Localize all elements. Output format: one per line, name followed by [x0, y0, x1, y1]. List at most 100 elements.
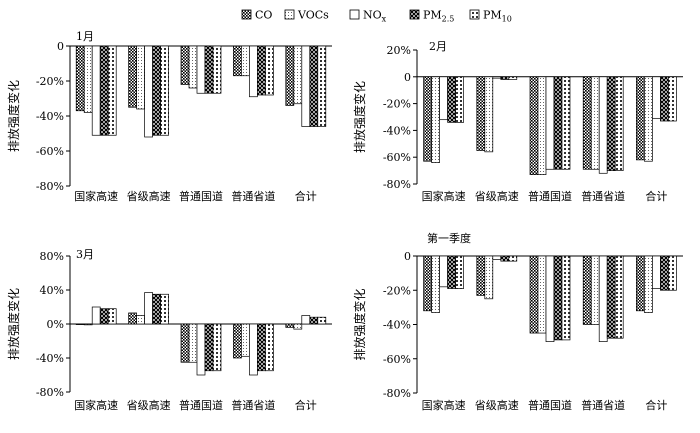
category-label: 普通国道	[528, 189, 572, 203]
category-label: 合计	[295, 189, 317, 203]
bar	[582, 255, 592, 325]
bar	[144, 292, 153, 325]
y-tick-label: -80%	[383, 387, 411, 400]
category-label: 普通省道	[581, 189, 625, 203]
bar	[439, 255, 448, 288]
bar	[529, 76, 539, 175]
bar	[529, 255, 539, 334]
bar	[212, 45, 222, 94]
y-axis-label: 排放强度变化	[352, 288, 367, 360]
bar	[590, 76, 600, 170]
bar	[431, 76, 440, 163]
bar	[660, 76, 669, 122]
bar	[285, 323, 295, 328]
bar	[508, 255, 518, 262]
bar	[99, 308, 109, 325]
bar	[500, 76, 510, 80]
legend-item: VOCs	[284, 9, 329, 22]
bar	[301, 315, 311, 325]
bar	[455, 76, 464, 123]
y-tick-label: -40%	[383, 319, 411, 332]
bar	[537, 76, 547, 175]
legend-swatch	[284, 9, 295, 20]
y-tick-label: 0%	[47, 318, 64, 331]
bar	[423, 76, 432, 162]
legend-swatch	[409, 9, 420, 20]
y-tick-label: -80%	[36, 386, 64, 399]
bar	[75, 45, 85, 112]
bar	[561, 255, 571, 341]
bar	[476, 76, 486, 151]
bar	[180, 45, 190, 85]
panel-title: 3月	[76, 248, 94, 261]
category-label: 普通省道	[581, 398, 625, 412]
bar	[484, 255, 494, 300]
y-tick-label: -80%	[36, 180, 64, 193]
category-label: 合计	[645, 398, 667, 412]
bar	[492, 76, 502, 79]
legend-label: NOx	[363, 9, 387, 24]
bar	[265, 323, 274, 372]
bar	[652, 255, 661, 289]
bar	[317, 45, 327, 127]
bar	[423, 255, 432, 312]
bar	[439, 76, 448, 121]
bar	[128, 45, 137, 108]
bar	[492, 255, 502, 260]
bar	[128, 312, 137, 325]
bar	[75, 323, 85, 325]
y-tick-label: 40%	[40, 284, 64, 297]
category-label: 普通国道	[528, 398, 572, 412]
bar	[293, 45, 303, 105]
legend-item: PM10	[469, 9, 512, 24]
legend-swatch	[349, 9, 360, 20]
bar	[204, 45, 214, 94]
category-label: 国家高速	[74, 398, 118, 412]
panel-title: 1月	[76, 30, 94, 43]
bar	[500, 255, 510, 262]
y-tick-label: 0	[404, 71, 411, 84]
legend-item: NOx	[349, 9, 387, 24]
bar	[644, 76, 653, 162]
bar	[660, 255, 669, 291]
bar	[553, 76, 563, 170]
bar	[309, 316, 319, 325]
bar	[160, 45, 169, 136]
bar	[606, 255, 616, 339]
category-label: 省级高速	[127, 189, 171, 203]
bar	[476, 255, 486, 296]
bar	[545, 76, 555, 170]
legend-item: PM2.5	[409, 9, 454, 24]
y-tick-label: -60%	[383, 353, 411, 366]
y-tick-label: -40%	[36, 110, 64, 123]
bar	[99, 45, 109, 136]
bar	[668, 255, 677, 291]
bar	[196, 323, 206, 376]
category-label: 国家高速	[422, 189, 466, 203]
bar	[561, 76, 571, 170]
legend-swatch	[241, 9, 252, 20]
bar	[241, 323, 250, 357]
y-tick-label: 20%	[387, 44, 411, 57]
legend-swatch	[469, 9, 480, 20]
bar	[285, 45, 295, 106]
bar	[553, 255, 563, 341]
bar	[136, 315, 145, 325]
bar	[590, 255, 600, 325]
y-tick-label: -60%	[383, 151, 411, 164]
y-tick-label: -60%	[36, 145, 64, 158]
bar	[188, 323, 198, 363]
category-label: 普通国道	[179, 189, 223, 203]
bar	[249, 45, 258, 98]
bar	[668, 76, 677, 122]
bar	[598, 76, 608, 174]
category-label: 合计	[645, 189, 667, 203]
bar	[614, 255, 624, 339]
bar	[107, 308, 117, 325]
bar	[91, 45, 101, 136]
category-label: 省级高速	[475, 398, 519, 412]
category-label: 省级高速	[127, 398, 171, 412]
